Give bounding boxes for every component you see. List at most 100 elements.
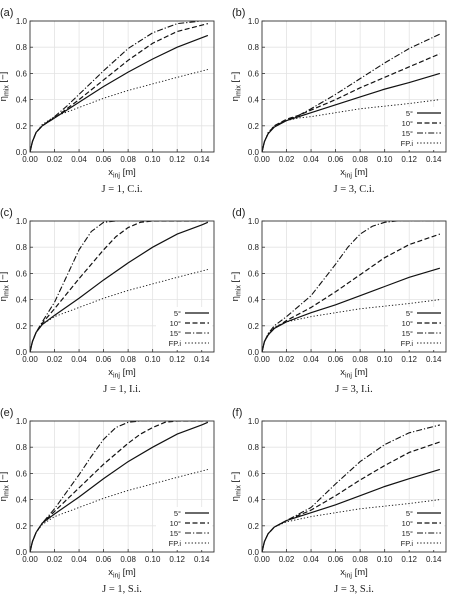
panel-e: (e) 0.00 0.02 0.04 0.06 0.08 0.10 0.12 0.14 0.0 0.… xyxy=(0,407,215,595)
series-line-solid xyxy=(30,34,209,152)
panel-d: (d) 0.00 0.02 0.04 0.06 0.08 0.10 0.12 0.14 0.0 0.… xyxy=(230,207,447,395)
y-tick-label: 0.6 xyxy=(248,469,260,478)
x-axis-label-main: x xyxy=(108,567,113,578)
series-line-dashed xyxy=(30,23,209,152)
x-axis-label-main: x xyxy=(108,367,113,378)
x-tick-label: 0.02 xyxy=(47,355,63,364)
series-line-dotted xyxy=(30,269,208,352)
y-tick-label: 0.6 xyxy=(248,269,260,278)
panel-caption: J = 3, S.i. xyxy=(334,584,374,595)
y-tick-label: 0.2 xyxy=(248,522,260,531)
x-tick-label: 0.06 xyxy=(328,355,344,364)
x-tick-label: 0.14 xyxy=(426,555,442,564)
series-line-dotted xyxy=(262,499,440,552)
legend-label: 15° xyxy=(402,329,413,338)
y-axis-label-unit: [−] xyxy=(230,472,241,485)
series-line-dashdot xyxy=(30,21,208,152)
y-tick-label: 0.8 xyxy=(248,43,260,52)
series-line-dashdot xyxy=(262,33,441,152)
x-tick-label: 0.10 xyxy=(145,155,161,164)
series-line-dashed xyxy=(30,421,208,552)
panel-label: (b) xyxy=(232,7,245,19)
x-tick-label: 0.04 xyxy=(303,555,319,564)
legend-label: FP.i xyxy=(401,339,414,348)
x-tick-label: 0.02 xyxy=(47,555,63,564)
x-tick-label: 0.10 xyxy=(145,355,161,364)
x-tick-label: 0.06 xyxy=(96,355,112,364)
y-axis-label-sub: mix xyxy=(236,85,243,96)
y-axis-label: ηmix [−] xyxy=(230,472,243,502)
y-tick-label: 0.4 xyxy=(248,96,260,105)
legend-label: FP.i xyxy=(169,339,182,348)
y-axis-label-unit: [−] xyxy=(230,272,241,285)
y-axis-label: ηmix [−] xyxy=(230,272,243,302)
y-tick-label: 0.0 xyxy=(248,348,260,357)
series-line-dotted xyxy=(30,69,208,152)
y-tick-label: 0.8 xyxy=(16,443,28,452)
y-axis-label-main: η xyxy=(230,96,241,101)
y-axis-label-main: η xyxy=(0,496,9,501)
y-tick-label: 0.0 xyxy=(248,548,260,557)
legend: 5°10°15°FP.i xyxy=(388,307,444,350)
legend-label: 10° xyxy=(402,319,413,328)
x-axis-label-unit: [m] xyxy=(120,367,136,378)
x-tick-label: 0.00 xyxy=(254,555,270,564)
y-tick-label: 0.4 xyxy=(16,496,28,505)
x-tick-label: 0.06 xyxy=(328,155,344,164)
y-tick-label: 1.0 xyxy=(16,417,28,426)
panel-c: (c) 0.00 0.02 0.04 0.06 0.08 0.10 0.12 0.14 0.0 0.… xyxy=(0,207,215,395)
plot-frame xyxy=(29,20,215,153)
y-tick-label: 1.0 xyxy=(248,217,260,226)
x-axis-label-main: x xyxy=(340,567,345,578)
panel-caption: J = 1, S.i. xyxy=(102,584,142,595)
y-axis-label-main: η xyxy=(0,296,9,301)
x-tick-label: 0.04 xyxy=(303,155,319,164)
x-tick-label: 0.02 xyxy=(279,355,295,364)
y-axis-label-sub: mix xyxy=(236,285,243,296)
panel-a: (a) 0.00 0.02 0.04 0.06 0.08 0.10 0.12 0.14 0.0 0.… xyxy=(0,7,215,195)
y-tick-label: 0.8 xyxy=(248,243,260,252)
x-axis-label: xinj [m] xyxy=(108,367,136,380)
x-tick-label: 0.12 xyxy=(169,355,185,364)
x-tick-label: 0.14 xyxy=(426,355,442,364)
y-axis-label: ηmix [−] xyxy=(230,72,243,102)
panel-label: (a) xyxy=(0,7,13,19)
series-line-dotted xyxy=(262,99,440,152)
y-axis-label-unit: [−] xyxy=(0,272,9,285)
legend-label: 5° xyxy=(406,509,413,518)
x-axis-label: xinj [m] xyxy=(108,167,136,180)
panel-label: (f) xyxy=(232,407,242,419)
x-axis-label-main: x xyxy=(108,167,113,178)
legend-label: 10° xyxy=(170,519,181,528)
x-tick-label: 0.14 xyxy=(426,155,442,164)
y-axis-label-main: η xyxy=(230,296,241,301)
plot-frame xyxy=(261,220,447,353)
x-tick-label: 0.04 xyxy=(71,355,87,364)
legend-label: 10° xyxy=(402,119,413,128)
y-tick-label: 1.0 xyxy=(16,217,28,226)
legend-label: 15° xyxy=(402,129,413,138)
x-tick-label: 0.06 xyxy=(328,555,344,564)
x-tick-label: 0.12 xyxy=(401,355,417,364)
x-axis-label: xinj [m] xyxy=(108,567,136,580)
y-tick-label: 0.2 xyxy=(248,122,260,131)
x-axis-label-sub: inj xyxy=(113,173,120,180)
x-tick-label: 0.00 xyxy=(254,355,270,364)
x-tick-label: 0.08 xyxy=(352,555,368,564)
y-tick-label: 0.2 xyxy=(16,122,28,131)
x-axis-label-unit: [m] xyxy=(120,167,136,178)
y-tick-label: 0.4 xyxy=(248,496,260,505)
y-tick-label: 0.4 xyxy=(16,296,28,305)
x-axis-label: xinj [m] xyxy=(340,167,368,180)
y-tick-label: 0.0 xyxy=(16,348,28,357)
y-tick-label: 0.2 xyxy=(16,522,28,531)
x-tick-label: 0.08 xyxy=(352,155,368,164)
legend: 5°10°15°FP.i xyxy=(388,507,444,550)
x-tick-label: 0.10 xyxy=(145,555,161,564)
y-tick-label: 0.8 xyxy=(248,443,260,452)
x-axis-label-unit: [m] xyxy=(352,367,368,378)
x-tick-label: 0.12 xyxy=(401,555,417,564)
x-tick-label: 0.14 xyxy=(194,155,210,164)
panel-b: (b) 0.00 0.02 0.04 0.06 0.08 0.10 0.12 0.14 0.0 0.… xyxy=(230,7,447,195)
